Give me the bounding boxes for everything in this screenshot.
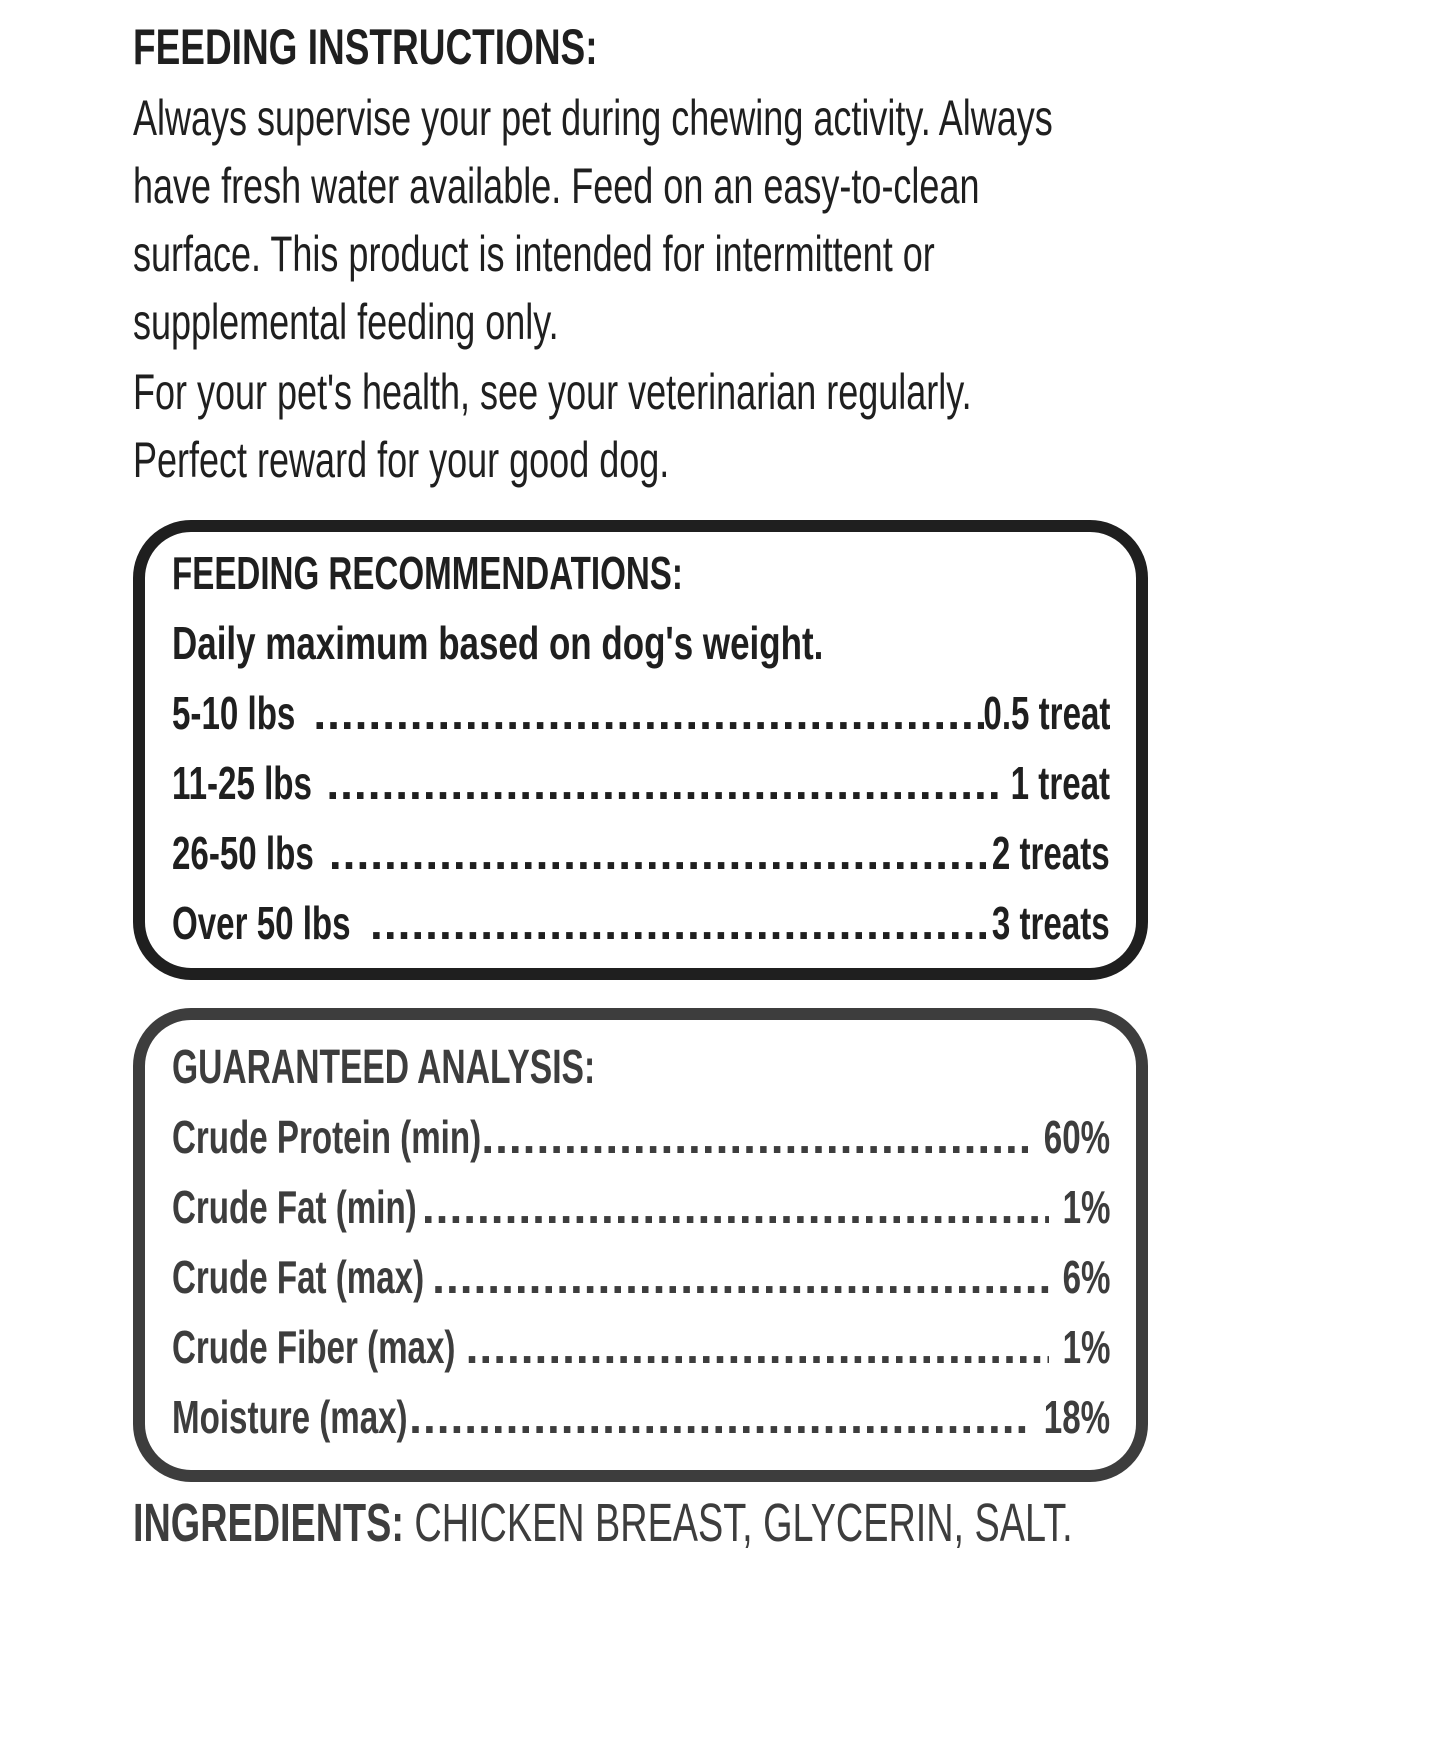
feeding-recommendations-subtitle-text: Daily maximum based on dog's weight. [172, 617, 824, 669]
nutrient-name: Crude Protein (min) [172, 1111, 482, 1163]
analysis-row: Crude Fiber (max) ......................… [172, 1320, 1110, 1380]
guaranteed-analysis-title-text: GUARANTEED ANALYSIS: [172, 1041, 596, 1094]
dot-leader: ........................................… [328, 830, 987, 876]
ingredients-line: INGREDIENTS: CHICKEN BREAST, GLYCERIN, S… [133, 1492, 1445, 1554]
dot-leader: ........................................… [313, 690, 984, 736]
nutrient-value: 6% [1062, 1251, 1110, 1303]
dot-leader: ........................................… [370, 900, 986, 946]
nutrient-name: Crude Fiber (max) [172, 1321, 456, 1373]
feeding-recommendations-box [133, 520, 1148, 980]
treat-amount: 0.5 treat [982, 687, 1110, 739]
feeding-instructions-title: FEEDING INSTRUCTIONS: [133, 18, 761, 76]
feeding-recommendations-title-text: FEEDING RECOMMENDATIONS: [172, 547, 683, 599]
guaranteed-analysis-title: GUARANTEED ANALYSIS: [172, 1040, 777, 1095]
instruction-line-3: surface. This product is intended for in… [133, 224, 1247, 284]
dot-leader: ........................................… [421, 1184, 1049, 1230]
guaranteed-analysis-box [133, 1008, 1148, 1482]
dot-leader: ........................................… [465, 1324, 1049, 1370]
nutrient-name: Moisture (max) [172, 1391, 408, 1443]
dot-leader: ........................................… [481, 1114, 1028, 1160]
recommendation-row: 5-10 lbs ...............................… [172, 686, 1110, 746]
recommendation-row: 26-50 lbs ..............................… [172, 826, 1110, 886]
instruction-text: Always supervise your pet during chewing… [133, 90, 1053, 146]
nutrient-name: Crude Fat (max) [172, 1251, 425, 1303]
dot-leader: ........................................… [409, 1394, 1028, 1440]
instruction-line-5: For your pet's health, see your veterina… [133, 362, 1298, 422]
instruction-line-4: supplemental feeding only. [133, 292, 724, 352]
nutrient-value: 1% [1062, 1321, 1110, 1373]
ingredients-list: CHICKEN BREAST, GLYCERIN, SALT. [414, 1493, 1073, 1553]
nutrient-name: Crude Fat (min) [172, 1181, 417, 1233]
treat-amount: 1 treat [1010, 757, 1110, 809]
ingredients-label: INGREDIENTS: [133, 1493, 404, 1553]
recommendation-row: Over 50 lbs ............................… [172, 896, 1110, 956]
analysis-row: Crude Fat (min) ........................… [172, 1180, 1110, 1240]
weight-range: 11-25 lbs [172, 757, 312, 809]
instruction-line-1: Always supervise your pet during chewing… [133, 88, 1410, 148]
instruction-line-2: have fresh water available. Feed on an e… [133, 156, 1309, 216]
analysis-row: Crude Fat (max) ........................… [172, 1250, 1110, 1310]
instruction-text: have fresh water available. Feed on an e… [133, 158, 980, 214]
dot-leader: ........................................… [432, 1254, 1048, 1300]
weight-range: 5-10 lbs [172, 687, 296, 739]
instruction-text: supplemental feeding only. [133, 294, 559, 350]
feeding-recommendations-subtitle: Daily maximum based on dog's weight. [172, 616, 1029, 670]
instruction-text: surface. This product is intended for in… [133, 226, 935, 282]
dot-leader: ........................................… [326, 760, 1002, 806]
nutrient-value: 60% [1043, 1111, 1110, 1163]
analysis-row: Moisture (max) .........................… [172, 1390, 1110, 1450]
nutrient-value: 18% [1043, 1391, 1110, 1443]
analysis-row: Crude Protein (min) ....................… [172, 1110, 1110, 1170]
instruction-text: Perfect reward for your good dog. [133, 432, 670, 488]
feeding-instructions-title-text: FEEDING INSTRUCTIONS: [133, 19, 598, 75]
recommendation-row: 11-25 lbs ..............................… [172, 756, 1110, 816]
feeding-recommendations-title: FEEDING RECOMMENDATIONS: [172, 546, 882, 600]
treat-amount: 2 treats [992, 827, 1110, 879]
weight-range: Over 50 lbs [172, 897, 351, 949]
instruction-line-6: Perfect reward for your good dog. [133, 430, 878, 490]
weight-range: 26-50 lbs [172, 827, 314, 879]
instruction-text: For your pet's health, see your veterina… [133, 364, 972, 420]
nutrient-value: 1% [1062, 1181, 1110, 1233]
treat-amount: 3 treats [992, 897, 1110, 949]
